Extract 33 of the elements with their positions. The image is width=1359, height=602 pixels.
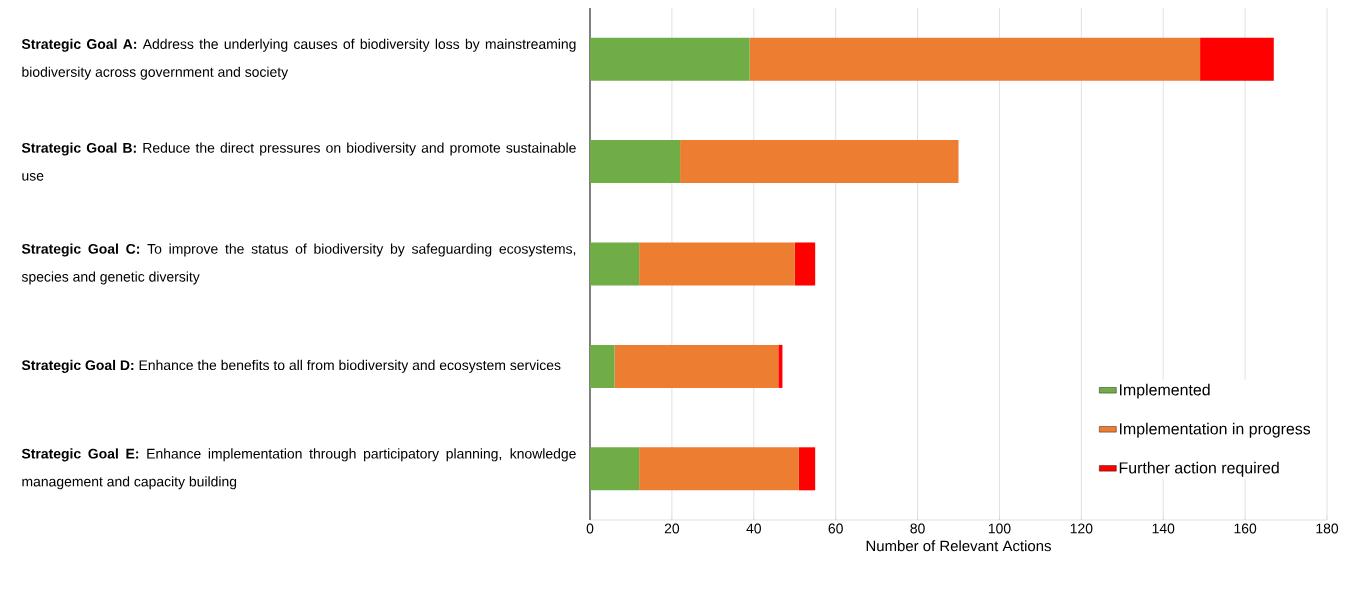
x-tick-label: 60: [828, 523, 843, 534]
bar: [639, 447, 799, 491]
category-label: Strategic Goal B: Reduce the direct pressures on biodiversity and promote sustainable use: [21, 142, 576, 181]
legend-label: Further action required: [1119, 461, 1279, 477]
bar: [590, 140, 681, 184]
x-tick-label: 80: [910, 523, 925, 534]
x-tick-label: 120: [1070, 523, 1093, 534]
bar: [614, 344, 779, 388]
bar: [749, 37, 1201, 81]
bar: [639, 242, 795, 286]
x-tick-label: 160: [1234, 523, 1257, 534]
x-tick-label: 140: [1152, 523, 1175, 534]
x-tick-label: 180: [1316, 523, 1339, 534]
legend-label: Implementation in progress: [1119, 422, 1311, 438]
x-tick-label: 0: [586, 523, 594, 534]
bar: [590, 344, 615, 388]
x-tick-label: 20: [664, 523, 680, 534]
bar: [798, 447, 816, 491]
y-tick-label: Strategic Goal C: To improve the status of biodiversity by safeguarding ecosystems, species and genetic diversity: [21, 243, 576, 285]
bar: [590, 447, 640, 491]
bar: [1200, 37, 1274, 81]
y-tick-label: Strategic Goal A: Address the underlying causes of biodiversity loss by mainstreaming biodiversity across government and society: [21, 38, 576, 80]
bar: [590, 242, 640, 286]
bar: [794, 242, 816, 286]
x-axis-title: Number of Relevant Actions: [866, 540, 1051, 552]
bar: [590, 37, 750, 81]
x-tick-label: 40: [746, 523, 761, 534]
bar: [778, 344, 783, 388]
y-tick-label: Strategic Goal D: Enhance the benefits to all from biodiversity and ecosystem services: [21, 359, 561, 373]
legend-label: Implemented: [1119, 383, 1210, 399]
y-tick-label: Strategic Goal E: Enhance implementation through participatory planning, knowledge management and capacity building: [21, 448, 576, 490]
x-tick-label: 100: [988, 523, 1011, 534]
bar: [680, 140, 959, 184]
